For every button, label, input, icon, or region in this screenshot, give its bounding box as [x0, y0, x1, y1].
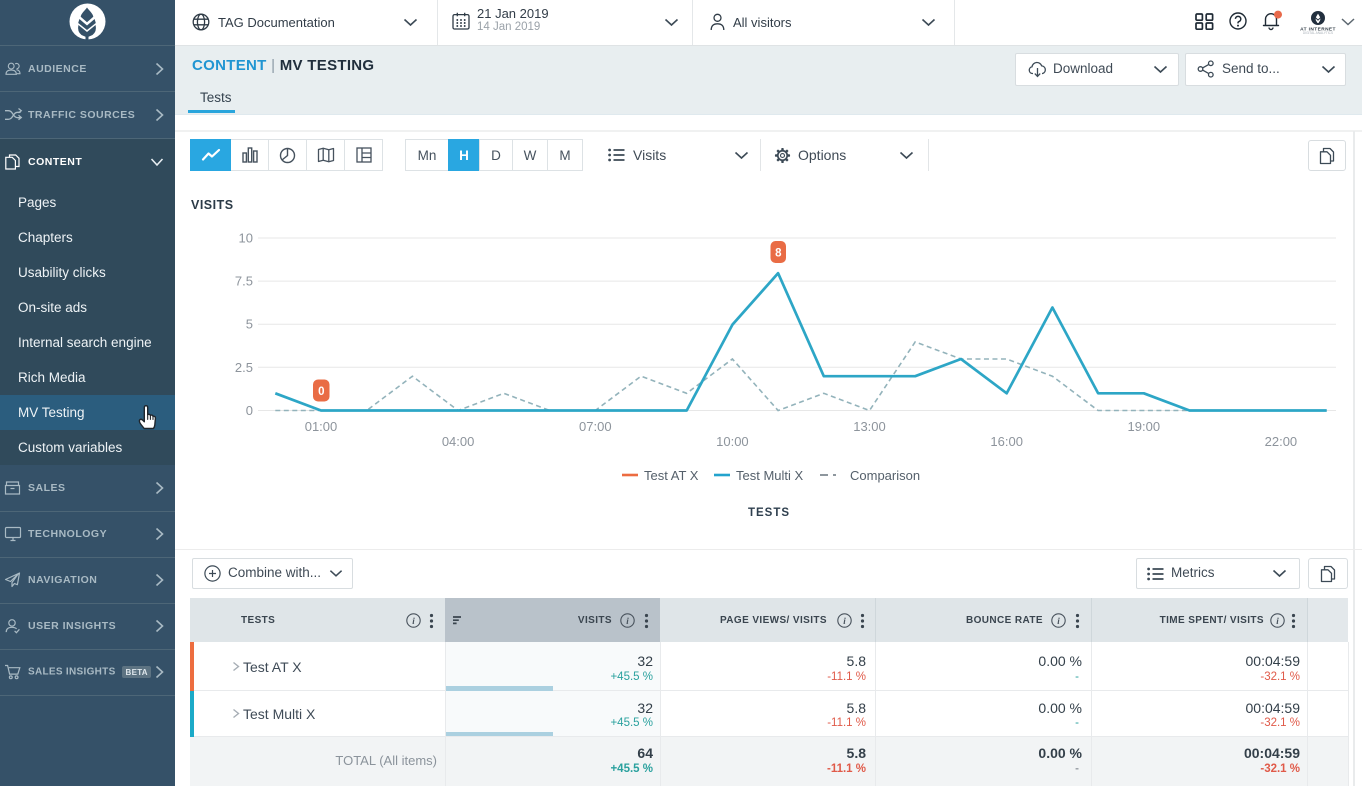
- svg-text:22:00: 22:00: [1265, 434, 1298, 449]
- svg-text:2.5: 2.5: [235, 360, 253, 375]
- svg-text:10:00: 10:00: [716, 434, 749, 449]
- svg-text:i: i: [1276, 616, 1279, 626]
- svg-text:AT INTERNET: AT INTERNET: [1300, 27, 1336, 33]
- svg-text:07:00: 07:00: [579, 419, 612, 434]
- svg-text:Test AT X: Test AT X: [644, 468, 699, 483]
- svg-text:10: 10: [239, 231, 253, 246]
- svg-text:TESTS: TESTS: [748, 507, 790, 519]
- svg-text:7.5: 7.5: [235, 274, 253, 289]
- svg-text:04:00: 04:00: [442, 434, 475, 449]
- svg-text:VISITS: VISITS: [191, 198, 234, 212]
- svg-text:Test Multi X: Test Multi X: [736, 468, 804, 483]
- svg-text:Comparison: Comparison: [850, 468, 920, 483]
- svg-text:01:00: 01:00: [305, 419, 338, 434]
- svg-text:i: i: [843, 616, 846, 626]
- svg-text:i: i: [1057, 616, 1060, 626]
- svg-text:8: 8: [775, 248, 782, 260]
- svg-text:0: 0: [318, 386, 324, 398]
- svg-text:19:00: 19:00: [1128, 419, 1161, 434]
- svg-text:5: 5: [246, 317, 253, 332]
- svg-text:16:00: 16:00: [990, 434, 1023, 449]
- svg-text:DIGITAL ANALYTICS: DIGITAL ANALYTICS: [1303, 31, 1333, 35]
- svg-text:0: 0: [246, 403, 253, 418]
- svg-text:i: i: [626, 616, 629, 626]
- svg-text:i: i: [412, 616, 415, 626]
- svg-text:13:00: 13:00: [853, 419, 886, 434]
